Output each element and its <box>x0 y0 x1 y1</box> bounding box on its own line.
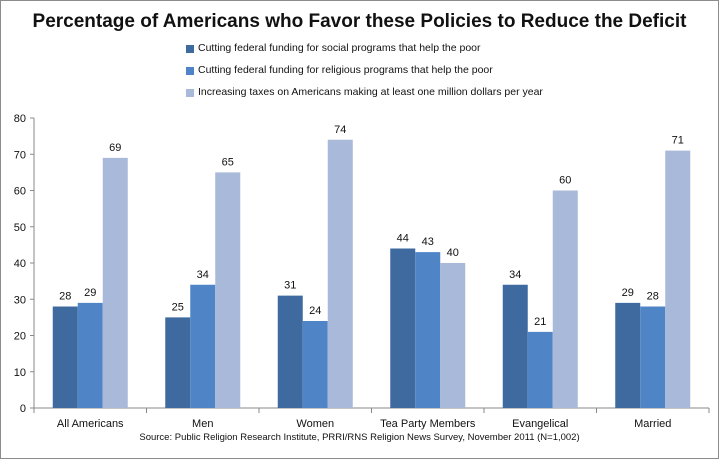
data-label: 28 <box>59 291 71 303</box>
y-tick-label: 50 <box>14 222 26 234</box>
y-tick-label: 70 <box>14 149 26 161</box>
legend-swatch <box>186 45 194 53</box>
bar <box>52 306 78 408</box>
data-label: 21 <box>534 316 546 328</box>
bar <box>102 157 128 408</box>
legend-swatch <box>186 89 194 97</box>
bar <box>190 284 216 408</box>
x-tick-label: Tea Party Members <box>380 418 476 430</box>
x-tick-label: Men <box>192 418 213 430</box>
legend-label: Cutting federal funding for social progr… <box>198 42 481 54</box>
chart-title: Percentage of Americans who Favor these … <box>32 11 687 32</box>
bar <box>215 172 241 408</box>
bar <box>302 321 328 408</box>
data-label: 31 <box>284 280 296 292</box>
bar <box>615 302 641 408</box>
bar <box>277 295 303 408</box>
bar <box>327 139 353 408</box>
y-tick-label: 80 <box>14 113 26 125</box>
legend-swatch <box>186 67 194 75</box>
x-tick-label: Evangelical <box>512 418 568 430</box>
legend-label: Cutting federal funding for religious pr… <box>198 64 493 76</box>
y-tick-label: 10 <box>14 367 26 379</box>
y-tick-label: 40 <box>14 258 26 270</box>
y-tick-label: 0 <box>20 403 26 415</box>
data-label: 25 <box>172 301 184 313</box>
x-tick-label: Married <box>634 418 671 430</box>
data-label: 65 <box>222 156 234 168</box>
x-tick-label: All Americans <box>57 418 124 430</box>
y-tick-label: 60 <box>14 186 26 198</box>
bar <box>77 302 103 408</box>
data-label: 74 <box>334 124 346 136</box>
bar <box>527 331 553 408</box>
y-tick-label: 20 <box>14 331 26 343</box>
bar <box>552 190 578 408</box>
data-label: 24 <box>309 305 321 317</box>
data-label: 60 <box>559 175 571 187</box>
source-note: Source: Public Religion Research Institu… <box>139 432 580 443</box>
bar <box>415 252 441 408</box>
data-label: 34 <box>197 269 209 281</box>
bar <box>665 150 691 408</box>
data-label: 28 <box>647 291 659 303</box>
data-label: 43 <box>422 236 434 248</box>
legend-label: Increasing taxes on Americans making at … <box>198 86 543 98</box>
data-label: 44 <box>397 233 409 245</box>
y-tick-label: 30 <box>14 294 26 306</box>
data-label: 29 <box>84 287 96 299</box>
x-tick-label: Women <box>296 418 334 430</box>
bar <box>502 284 528 408</box>
data-label: 69 <box>109 142 121 154</box>
bar <box>440 263 466 408</box>
bar <box>390 248 416 408</box>
data-label: 71 <box>672 135 684 147</box>
data-label: 34 <box>509 269 521 281</box>
bar <box>640 306 666 408</box>
data-label: 40 <box>447 247 459 259</box>
data-label: 29 <box>622 287 634 299</box>
bar <box>165 317 191 408</box>
